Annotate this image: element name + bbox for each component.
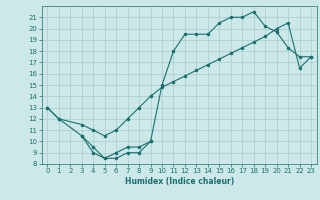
X-axis label: Humidex (Indice chaleur): Humidex (Indice chaleur) <box>124 177 234 186</box>
